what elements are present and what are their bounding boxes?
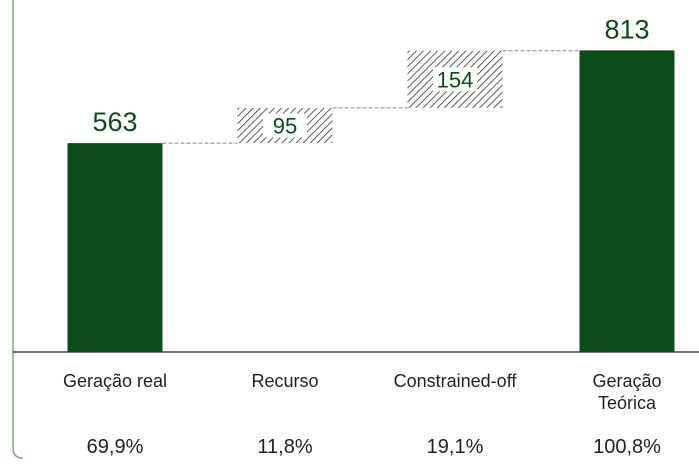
category-label: Constrained-off [393, 371, 517, 391]
value-label: 154 [437, 67, 474, 92]
percentage-label: 11,8% [257, 436, 313, 458]
percentage-label: 100,8% [593, 436, 661, 458]
percentage-label: 19,1% [426, 436, 484, 458]
total-bar [67, 143, 163, 352]
value-label: 95 [273, 114, 297, 139]
total-bar [579, 50, 675, 352]
value-label: 813 [604, 14, 649, 44]
category-label: Geração real [62, 371, 168, 391]
value-label: 563 [92, 107, 137, 137]
category-label: Geração Teórica [592, 371, 662, 413]
category-label: Recurso [251, 371, 319, 391]
frame-border [12, 0, 24, 459]
value-label-bg [433, 67, 477, 92]
percentage-label: 69,9% [86, 436, 144, 458]
value-label-bg [263, 113, 307, 138]
